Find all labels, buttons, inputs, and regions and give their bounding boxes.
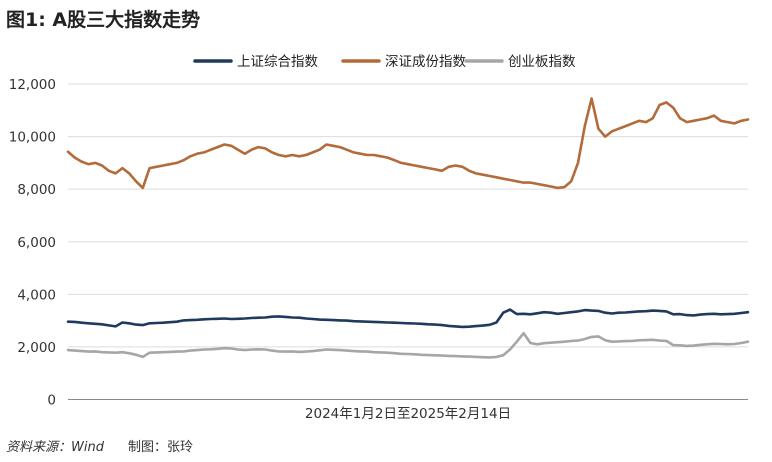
legend-label: 深证成份指数 — [385, 54, 466, 70]
y-tick-label: 8,000 — [17, 182, 56, 198]
source-text: 资料来源：Wind — [6, 440, 104, 455]
y-tick-label: 2,000 — [17, 340, 56, 356]
series-lines — [66, 97, 750, 359]
y-tick-label: 12,000 — [9, 77, 56, 93]
legend-item-2: 创业板指数 — [464, 54, 576, 70]
y-axis: 0 2,000 4,000 6,000 8,000 10,000 12,000 — [9, 77, 56, 409]
legend-label: 创业板指数 — [508, 54, 576, 70]
legend-item-1: 深证成份指数 — [341, 54, 466, 70]
legend-item-0: 上证综合指数 — [193, 54, 318, 70]
series-line-0 — [66, 308, 750, 329]
credit-text: 制图：张玲 — [127, 440, 193, 455]
legend-label: 上证综合指数 — [237, 54, 318, 70]
source-note: 资料来源：Wind 制图：张玲 — [6, 436, 193, 455]
x-axis-label: 2024年1月2日至2025年2月14日 — [305, 406, 511, 422]
y-tick-label: 4,000 — [17, 287, 56, 303]
y-tick-label: 10,000 — [9, 130, 56, 146]
grid-lines — [68, 83, 748, 348]
series-line-1 — [66, 97, 750, 190]
series-line-2 — [66, 331, 750, 359]
legend: 上证综合指数 深证成份指数 创业板指数 — [193, 54, 576, 70]
chart-title: 图1: A股三大指数走势 — [6, 9, 201, 31]
y-tick-label: 6,000 — [17, 235, 56, 251]
y-tick-label: 0 — [47, 393, 56, 409]
